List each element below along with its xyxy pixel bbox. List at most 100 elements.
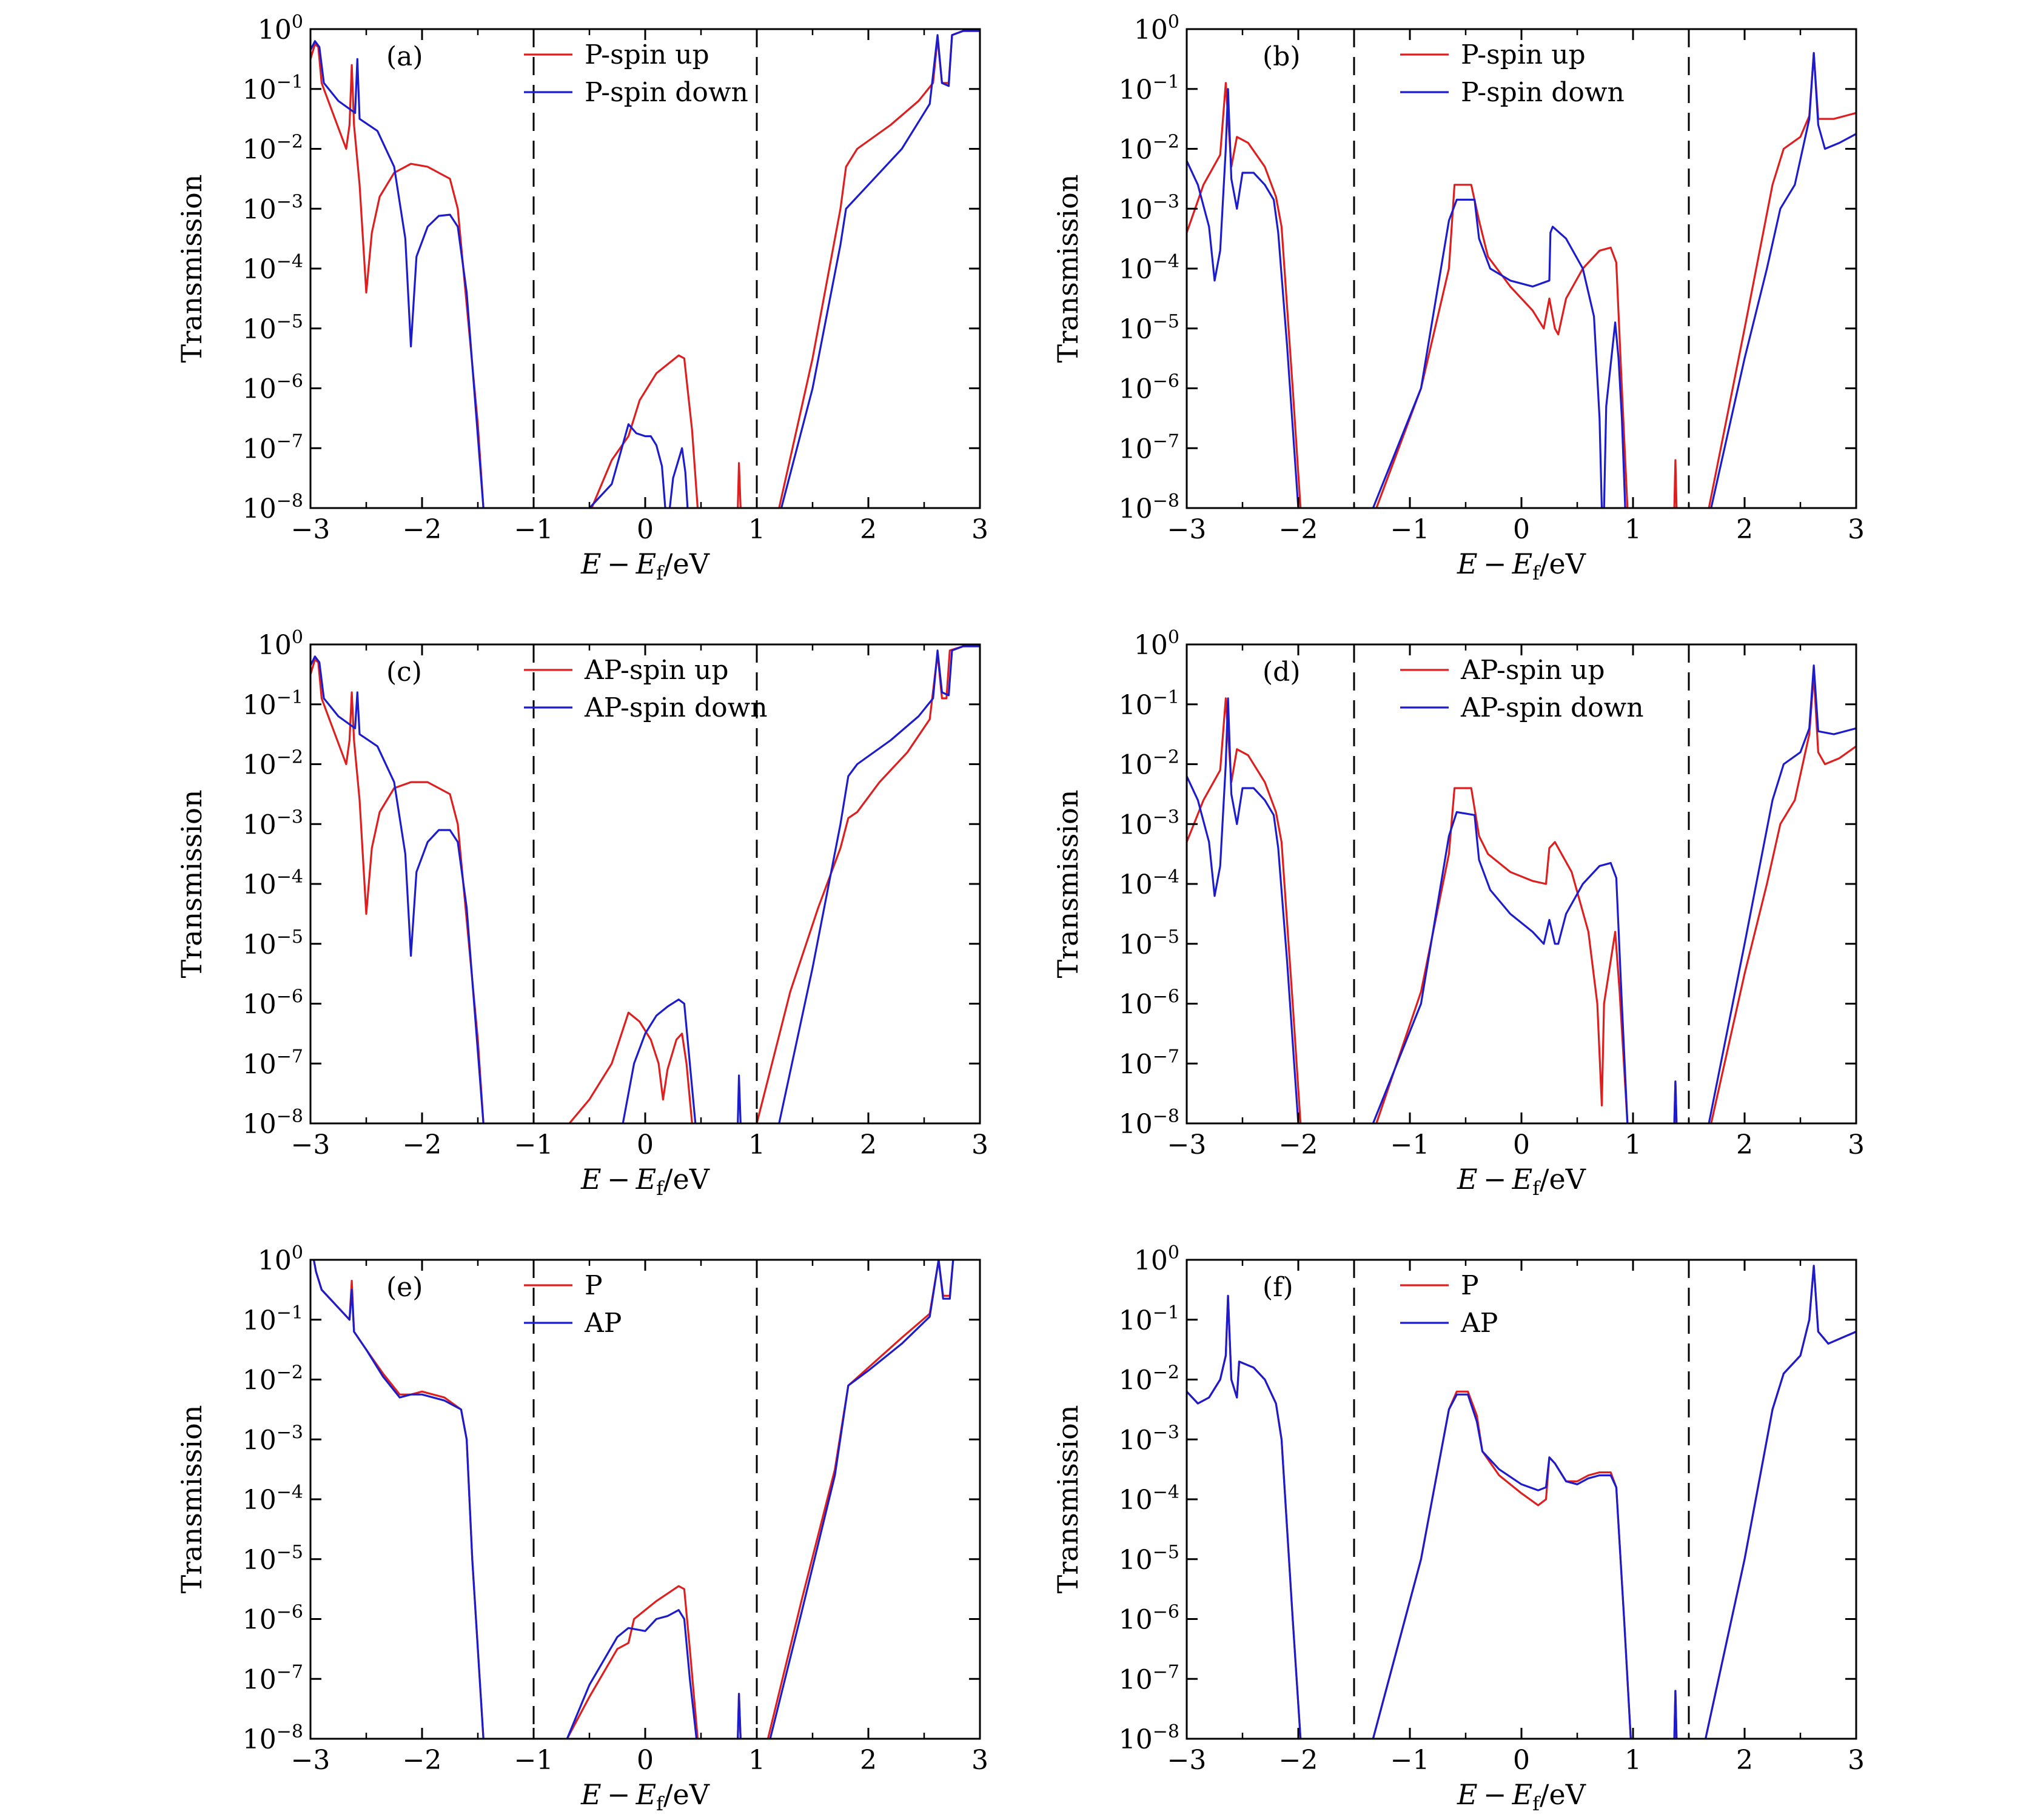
y-tick-label: 10−8 <box>1119 1106 1179 1140</box>
panel-label-d: (d) <box>1263 657 1301 688</box>
y-tick-label: 10−6 <box>1119 986 1179 1020</box>
y-tick-label: 10−6 <box>243 371 303 405</box>
y-tick-label: 10−6 <box>243 1602 303 1636</box>
series-group <box>310 645 980 1123</box>
y-tick-label: 10−5 <box>243 926 303 960</box>
y-tick-label: 10−6 <box>243 986 303 1020</box>
y-tick-label: 10−8 <box>243 1106 303 1140</box>
x-tick-label: 0 <box>1513 514 1530 545</box>
x-tick-label: 1 <box>1625 1745 1642 1776</box>
x-tick-label: −3 <box>1167 1745 1207 1776</box>
x-tick-label: −3 <box>291 514 330 545</box>
y-tick-label: 100 <box>1134 1242 1179 1276</box>
y-axis-label: Transmission <box>1051 790 1084 979</box>
panel-label-a: (a) <box>386 41 423 72</box>
series-line-f-1-0 <box>1187 1294 1302 1739</box>
panel-label-c: (c) <box>386 657 422 688</box>
x-tick-label: 2 <box>1736 514 1753 545</box>
series-line-c-0-1 <box>568 1011 693 1123</box>
y-tick-label: 10−4 <box>243 251 303 285</box>
series-line-b-1-1 <box>1372 198 1603 508</box>
chart-panel-a: −3 −2 −1 0 1 2 3 100 10−1 10−2 10−3 10−4 10−5 10−6 10−… <box>175 12 988 584</box>
series-line-e-0-3 <box>766 1260 954 1739</box>
series-line-c-1-2 <box>737 1074 742 1123</box>
series-line-f-0-3 <box>1705 1265 1856 1739</box>
chart-panel-d: −3 −2 −1 0 1 2 3 100 10−1 10−2 10−3 10−4 10−5 10−6 10−… <box>1051 627 1865 1200</box>
x-tick-label: −1 <box>1390 1745 1430 1776</box>
y-tick-label: 10−7 <box>243 1046 303 1080</box>
panel-label-f: (f) <box>1263 1272 1293 1303</box>
x-tick-label: −2 <box>403 1129 442 1160</box>
x-tick-label: 2 <box>860 1745 877 1776</box>
x-tick-label: −1 <box>1390 514 1430 545</box>
series-line-d-0-0 <box>1187 697 1302 1123</box>
series-group <box>1187 664 1856 1123</box>
series-line-c-1-0 <box>310 655 485 1123</box>
series-line-a-1-1 <box>588 423 666 508</box>
series-line-b-1-3 <box>1710 52 1856 508</box>
series-line-b-0-2 <box>1673 459 1678 508</box>
y-axis-label: Transmission <box>1051 1405 1084 1594</box>
series-group <box>1187 1265 1856 1739</box>
panel-label-e: (e) <box>386 1272 423 1303</box>
x-tick-label: −2 <box>1279 514 1318 545</box>
x-tick-label: −2 <box>403 514 442 545</box>
y-tick-label: 10−2 <box>1119 1362 1179 1396</box>
y-tick-label: 100 <box>258 1242 303 1276</box>
legend-label: P <box>1461 1270 1479 1301</box>
legend-label: AP <box>584 1308 622 1339</box>
legend-label: AP-spin up <box>1460 655 1605 686</box>
x-tick-label: −3 <box>291 1745 330 1776</box>
series-line-c-1-3 <box>778 645 980 1123</box>
panel-label-b: (b) <box>1263 41 1301 72</box>
y-tick-label: 10−8 <box>1119 490 1179 524</box>
series-line-e-0-0 <box>312 1260 485 1739</box>
y-tick-label: 10−8 <box>1119 1721 1179 1755</box>
y-axis-label: Transmission <box>1051 175 1084 363</box>
y-tick-label: 10−1 <box>243 1302 303 1336</box>
series-line-d-0-3 <box>1710 673 1856 1123</box>
legend-label: P-spin up <box>1461 39 1586 70</box>
series-line-a-0-1 <box>591 354 699 508</box>
series-line-f-1-3 <box>1705 1265 1856 1739</box>
y-tick-label: 100 <box>258 627 303 661</box>
x-tick-label: 1 <box>748 514 765 545</box>
x-tick-label: −3 <box>1167 1129 1207 1160</box>
y-tick-label: 10−1 <box>243 72 303 105</box>
series-line-a-1-2 <box>668 447 689 508</box>
x-tick-label: −3 <box>291 1129 330 1160</box>
series-line-d-1-2 <box>1673 1080 1678 1123</box>
x-tick-label: 3 <box>1848 1745 1865 1776</box>
y-tick-label: 100 <box>1134 12 1179 45</box>
series-line-a-0-0 <box>310 43 485 508</box>
series-group <box>310 30 980 508</box>
y-axis-label: Transmission <box>175 1405 208 1594</box>
x-tick-label: −1 <box>514 1129 554 1160</box>
y-tick-label: 10−6 <box>1119 1602 1179 1636</box>
x-tick-label: 0 <box>1513 1129 1530 1160</box>
x-tick-label: −2 <box>1279 1129 1318 1160</box>
series-line-d-1-1 <box>1372 811 1629 1123</box>
series-line-c-1-1 <box>622 998 697 1123</box>
series-line-e-1-3 <box>769 1260 954 1739</box>
series-line-a-1-3 <box>780 30 980 508</box>
x-tick-label: 0 <box>637 514 654 545</box>
x-axis-label: E − Ef/eV <box>580 1163 710 1200</box>
series-line-d-1-0 <box>1187 697 1300 1123</box>
x-tick-label: 1 <box>748 1129 765 1160</box>
y-tick-label: 10−3 <box>243 1422 303 1456</box>
x-axis-label: E − Ef/eV <box>1457 1163 1586 1200</box>
y-tick-label: 10−5 <box>1119 926 1179 960</box>
legend-label: AP-spin up <box>584 655 729 686</box>
x-tick-label: 2 <box>860 514 877 545</box>
y-tick-label: 10−7 <box>243 430 303 464</box>
y-tick-label: 10−4 <box>1119 1482 1179 1516</box>
chart-panel-e: −3 −2 −1 0 1 2 3 100 10−1 10−2 10−3 10−4 10−5 10−6 10−… <box>175 1242 988 1815</box>
legend-label: AP-spin down <box>584 692 768 723</box>
y-axis-label: Transmission <box>175 175 208 363</box>
x-tick-label: −2 <box>403 1745 442 1776</box>
y-tick-label: 10−1 <box>1119 687 1179 721</box>
series-line-d-1-3 <box>1708 664 1856 1123</box>
series-line-e-0-1 <box>566 1585 699 1739</box>
